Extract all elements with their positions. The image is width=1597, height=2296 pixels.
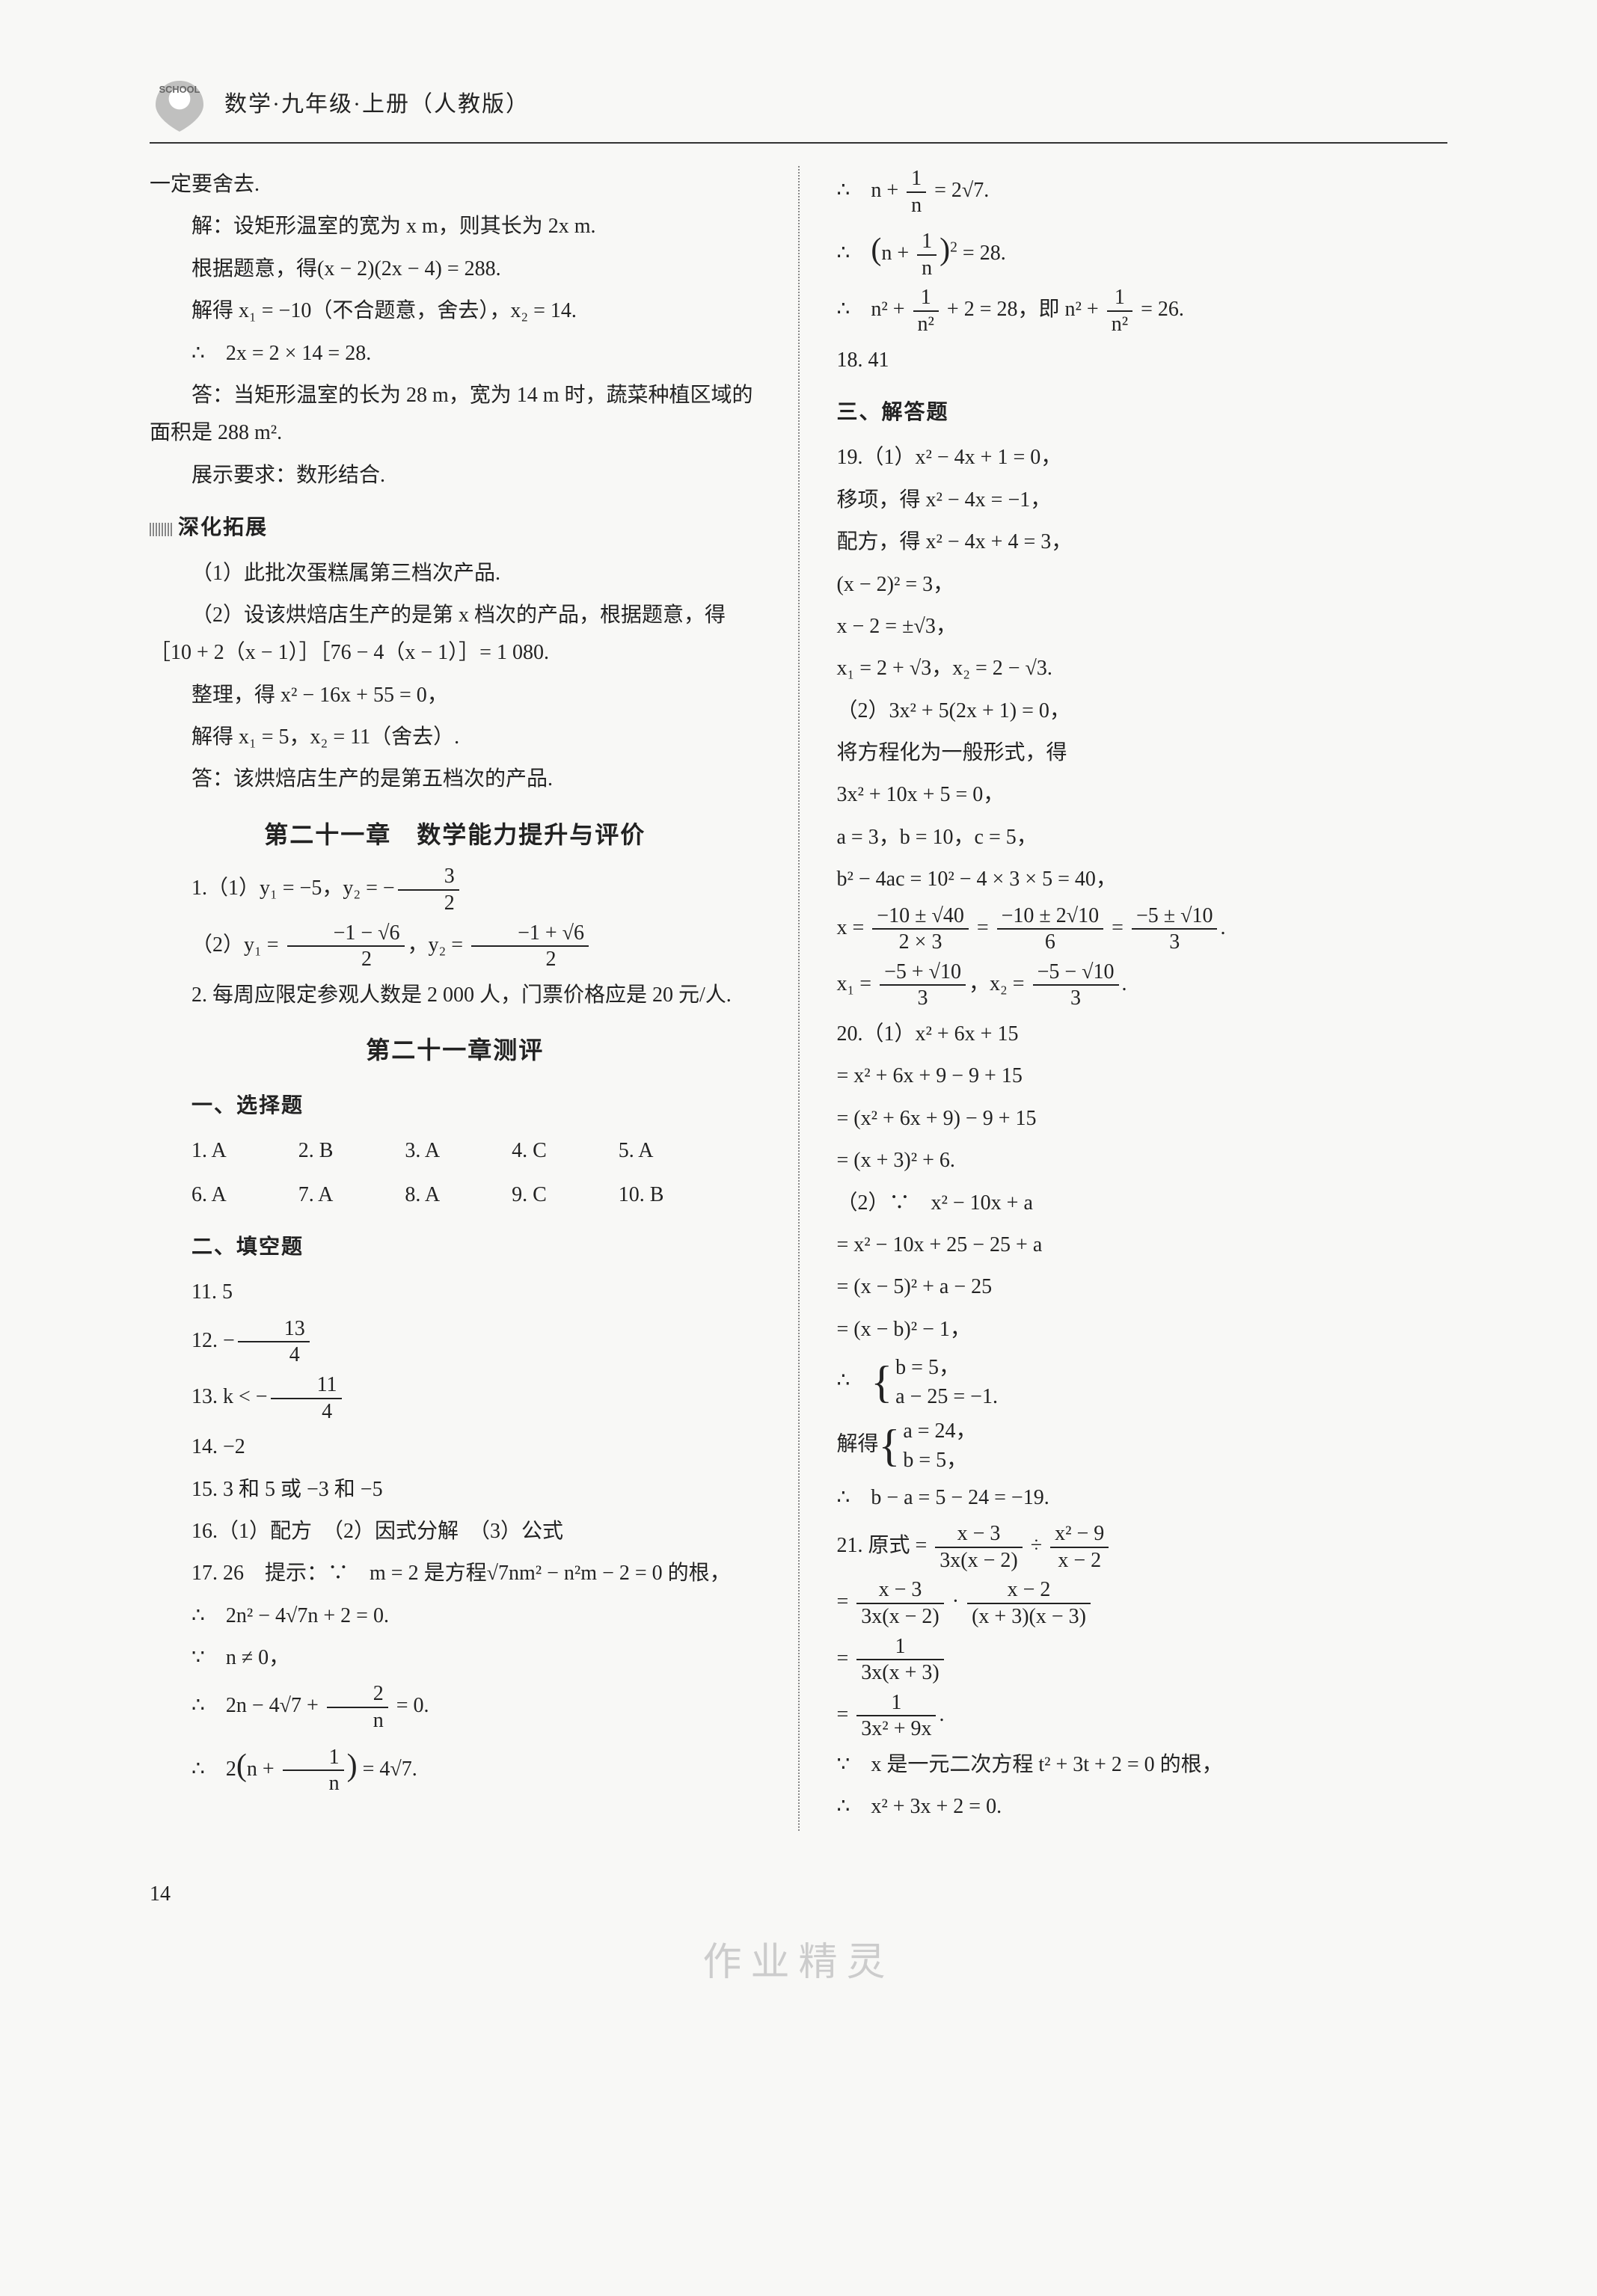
text-line: a = 3，b = 10，c = 5， xyxy=(837,819,1448,856)
answer-row: 6. A 7. A 8. A 9. C 10. B xyxy=(150,1176,761,1214)
text-line: 答：该烘焙店生产的是第五档次的产品. xyxy=(150,761,761,798)
text-line: ∴ 2n² − 4√7n + 2 = 0. xyxy=(150,1597,761,1635)
answer-item: 1. A xyxy=(150,1132,227,1170)
text-line: 整理，得 x² − 16x + 55 = 0， xyxy=(150,677,761,714)
text-line: 2. 每周应限定参观人数是 2 000 人，门票价格应是 20 元/人. xyxy=(150,977,761,1014)
answer-row: 1. A 2. B 3. A 4. C 5. A xyxy=(150,1132,761,1170)
math-line: 12. −134 xyxy=(150,1316,761,1368)
text-line: = x² + 6x + 9 − 9 + 15 xyxy=(837,1058,1448,1095)
text-line: ∵ x 是一元二次方程 t² + 3t + 2 = 0 的根， xyxy=(837,1746,1448,1784)
text-line: 20.（1）x² + 6x + 15 xyxy=(837,1016,1448,1053)
watermark-text: 作业精灵 xyxy=(150,1928,1447,1998)
text-line: 16.（1）配方 （2）因式分解 （3）公式 xyxy=(150,1513,761,1550)
subsection-heading: 三、解答题 xyxy=(837,394,1448,432)
left-column: 一定要舍去. 解：设矩形温室的宽为 x m，则其长为 2x m. 根据题意，得(… xyxy=(150,166,761,1831)
text-line: 19.（1）x² − 4x + 1 = 0， xyxy=(837,439,1448,476)
text-line: x − 2 = ±√3， xyxy=(837,608,1448,645)
text-line: 根据题意，得(x − 2)(2x − 4) = 288. xyxy=(150,251,761,288)
subsection-heading: 一、选择题 xyxy=(150,1087,761,1125)
answer-item: 2. B xyxy=(257,1132,334,1170)
right-column: ∴ n + 1n = 2√7. ∴ (n + 1n)2 = 28. ∴ n² +… xyxy=(837,166,1448,1831)
text-line: （2）∵ x² − 10x + a xyxy=(837,1185,1448,1222)
text-line: (x − 2)² = 3， xyxy=(837,566,1448,604)
math-line: 21. 原式 = x − 33x(x − 2) ÷ x² − 9x − 2 xyxy=(837,1521,1448,1573)
math-line: ∴ (n + 1n)2 = 28. xyxy=(837,222,1448,280)
text-line: （2）设该烘焙店生产的是第 x 档次的产品，根据题意，得［10 + 2（x − … xyxy=(150,597,761,672)
school-logo-icon: SCHOOL xyxy=(150,75,209,135)
text-line: = (x − b)² − 1， xyxy=(837,1311,1448,1348)
text-line: 解得 x₁ = 5，x₂ = 11（舍去）. xyxy=(150,719,761,756)
text-line: = (x² + 6x + 9) − 9 + 15 xyxy=(837,1100,1448,1138)
answer-item: 8. A xyxy=(363,1176,440,1214)
answer-item: 9. C xyxy=(470,1176,547,1214)
text-line: 17. 26 提示：∵ m = 2 是方程√7nm² − n²m − 2 = 0… xyxy=(150,1555,761,1592)
math-line: ∴ {b = 5，a − 25 = −1. xyxy=(837,1353,1448,1411)
text-line: = (x − 5)² + a − 25 xyxy=(837,1268,1448,1306)
page-header: SCHOOL 数学·九年级·上册（人教版） xyxy=(150,75,1447,144)
math-line: ∴ n² + 1n² + 2 = 28，即 n² + 1n² = 26. xyxy=(837,285,1448,337)
header-title: 数学·九年级·上册（人教版） xyxy=(224,85,530,125)
text-line: ∴ 2x = 2 × 14 = 28. xyxy=(150,335,761,372)
text-line: （1）此批次蛋糕属第三档次产品. xyxy=(150,555,761,592)
svg-text:SCHOOL: SCHOOL xyxy=(159,84,200,95)
text-line: （2）3x² + 5(2x + 1) = 0， xyxy=(837,693,1448,730)
text-line: = (x + 3)² + 6. xyxy=(837,1142,1448,1179)
math-line: x = −10 ± √402 × 3 = −10 ± 2√106 = −5 ± … xyxy=(837,903,1448,955)
text-line: 14. −2 xyxy=(150,1428,761,1466)
answer-item: 4. C xyxy=(470,1132,547,1170)
page-number: 14 xyxy=(150,1876,1447,1913)
answer-item: 10. B xyxy=(577,1176,664,1214)
math-line: = x − 33x(x − 2) · x − 2(x + 3)(x − 3) xyxy=(837,1577,1448,1629)
text-line: 展示要求：数形结合. xyxy=(150,457,761,494)
text-line: ∴ b − a = 5 − 24 = −19. xyxy=(837,1479,1448,1517)
answer-item: 6. A xyxy=(150,1176,227,1214)
math-line: = 13x² + 9x. xyxy=(837,1690,1448,1742)
content-columns: 一定要舍去. 解：设矩形温室的宽为 x m，则其长为 2x m. 根据题意，得(… xyxy=(150,166,1447,1831)
text-line: 11. 5 xyxy=(150,1274,761,1311)
math-line: 1.（1）y₁ = −5，y₂ = −32 xyxy=(150,864,761,915)
math-line: ∴ 2n − 4√7 + 2n = 0. xyxy=(150,1681,761,1733)
text-line: x₁ = 2 + √3，x₂ = 2 − √3. xyxy=(837,650,1448,687)
text-line: = x² − 10x + 25 − 25 + a xyxy=(837,1227,1448,1264)
answer-item: 3. A xyxy=(363,1132,440,1170)
math-line: = 13x(x + 3) xyxy=(837,1634,1448,1686)
answer-item: 7. A xyxy=(257,1176,334,1214)
text-line: 解得 x₁ = −10（不合题意，舍去），x₂ = 14. xyxy=(150,292,761,330)
text-line: ∵ n ≠ 0， xyxy=(150,1639,761,1677)
chapter-heading: 第二十一章测评 xyxy=(150,1029,761,1072)
chapter-heading: 第二十一章 数学能力提升与评价 xyxy=(150,814,761,857)
subsection-heading: 二、填空题 xyxy=(150,1229,761,1266)
text-line: 15. 3 和 5 或 −3 和 −5 xyxy=(150,1471,761,1508)
text-line: 配方，得 x² − 4x + 4 = 3， xyxy=(837,524,1448,561)
text-line: ∴ x² + 3x + 2 = 0. xyxy=(837,1788,1448,1826)
text-line: 移项，得 x² − 4x = −1， xyxy=(837,482,1448,519)
answer-item: 5. A xyxy=(577,1132,654,1170)
text-line: b² − 4ac = 10² − 4 × 3 × 5 = 40， xyxy=(837,861,1448,898)
math-line: ∴ 2(n + 1n) = 4√7. xyxy=(150,1738,761,1796)
text-line: 18. 41 xyxy=(837,342,1448,379)
text-line: 答：当矩形温室的长为 28 m，宽为 14 m 时，蔬菜种植区域的面积是 288… xyxy=(150,377,761,452)
math-line: x₁ = −5 + √103，x₂ = −5 − √103. xyxy=(837,960,1448,1011)
math-line: 13. k < −114 xyxy=(150,1372,761,1424)
section-bar-icon xyxy=(150,523,172,536)
section-heading: 深化拓展 xyxy=(150,509,761,547)
math-line: 解得{a = 24，b = 5， xyxy=(837,1416,1448,1475)
text-line: 一定要舍去. xyxy=(150,166,761,203)
text-line: 将方程化为一般形式，得 xyxy=(837,734,1448,772)
math-line: （2）y₁ = −1 − √62，y₂ = −1 + √62 xyxy=(150,921,761,972)
text-line: 3x² + 10x + 5 = 0， xyxy=(837,776,1448,814)
math-line: ∴ n + 1n = 2√7. xyxy=(837,166,1448,218)
column-divider xyxy=(798,166,800,1831)
text-line: 解：设矩形温室的宽为 x m，则其长为 2x m. xyxy=(150,208,761,245)
